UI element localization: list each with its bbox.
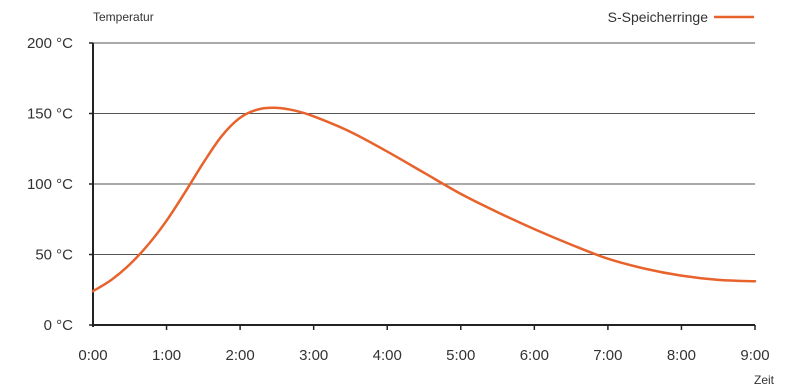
x-tick-label: 4:00 <box>373 347 402 364</box>
y-tick-label: 50 °C <box>35 247 73 264</box>
x-tick-label: 6:00 <box>520 347 549 364</box>
x-tick-labels: 0:00 1:00 2:00 3:00 4:00 5:00 6:00 7:00 8:00 9:00 <box>78 325 770 364</box>
x-tick-label: 5:00 <box>446 347 475 364</box>
gridlines <box>93 42 755 255</box>
x-tick-label: 8:00 <box>667 347 696 364</box>
x-tick-label: 2:00 <box>226 347 255 364</box>
series-line-s-speicherringe <box>91 106 757 293</box>
x-tick-label: 7:00 <box>593 347 622 364</box>
legend: S-Speicherringe <box>608 9 754 25</box>
legend-label-s-speicherringe: S-Speicherringe <box>608 9 709 25</box>
x-tick-label: 9:00 <box>740 347 769 364</box>
y-tick-labels: 0 °C 50 °C 100 °C 150 °C 200 °C <box>27 35 93 334</box>
y-tick-label: 150 °C <box>27 106 73 123</box>
x-tick-label: 1:00 <box>152 347 181 364</box>
x-tick-label: 0:00 <box>78 347 107 364</box>
x-axis-title: Zeit <box>754 373 775 387</box>
series-group <box>91 106 757 293</box>
y-tick-label: 0 °C <box>44 317 74 334</box>
y-tick-label: 200 °C <box>27 35 73 52</box>
y-axis-title: Temperatur <box>93 10 154 24</box>
x-tick-label: 3:00 <box>299 347 328 364</box>
y-tick-label: 100 °C <box>27 176 73 193</box>
